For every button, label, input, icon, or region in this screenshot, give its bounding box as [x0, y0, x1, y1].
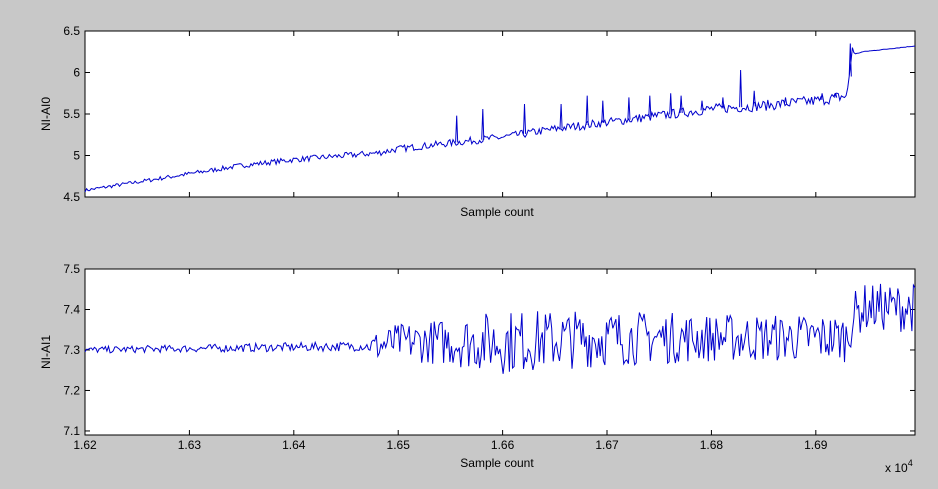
top-axes: 4.5 5 5.5 6 6.5 Sample count NI-AI0 [39, 24, 916, 219]
xtick-label: 1.67 [595, 438, 619, 452]
top-plot-area [84, 30, 916, 198]
ytick-label: 5.5 [63, 107, 80, 121]
xtick-label: 1.69 [804, 438, 828, 452]
x-multiplier: x 104 [885, 458, 913, 475]
xtick-label: 1.62 [73, 438, 97, 452]
ni-ai0-series-line [84, 43, 916, 193]
bottom-ylabel: NI-AI1 [39, 335, 53, 369]
ytick-label: 5 [73, 149, 80, 163]
xtick-label: 1.63 [178, 438, 202, 452]
xtick-label: 1.64 [282, 438, 306, 452]
bottom-xlabel: Sample count [460, 456, 534, 470]
xtick-label: 1.68 [700, 438, 724, 452]
xtick-label: 1.65 [387, 438, 411, 452]
bottom-axes: 7.1 7.2 7.3 7.4 7.5 1.62 1.63 1.64 1.65 1.66 1.67 1… [39, 262, 916, 475]
ytick-label: 4.5 [63, 190, 80, 204]
bottom-ticks: 7.1 7.2 7.3 7.4 7.5 1.62 1.63 1.64 1.65 1.66 1.67 1… [63, 262, 915, 452]
top-ticks: 4.5 5 5.5 6 6.5 [63, 24, 915, 204]
top-xlabel: Sample count [460, 205, 534, 219]
xtick-label: 1.66 [491, 438, 515, 452]
ytick-label: 7.3 [63, 343, 80, 357]
ytick-label: 7.2 [63, 383, 80, 397]
ytick-label: 7.5 [63, 262, 80, 276]
ytick-label: 7.1 [63, 424, 80, 438]
ytick-label: 6.5 [63, 24, 80, 38]
ytick-label: 7.4 [63, 302, 80, 316]
ytick-label: 6 [73, 66, 80, 80]
top-ylabel: NI-AI0 [39, 97, 53, 131]
ni-ai1-series-line [84, 283, 916, 374]
